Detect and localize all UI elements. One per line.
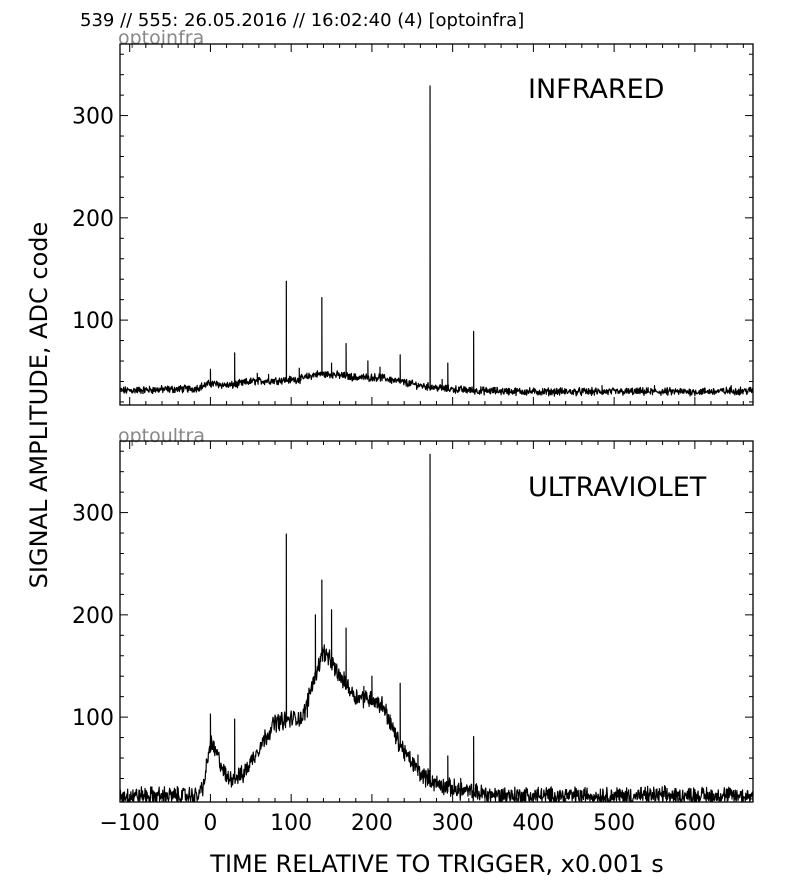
x-axis-title: TIME RELATIVE TO TRIGGER, x0.001 s [209,850,663,878]
x-tick-label: −100 [99,811,159,836]
figure-title: 539 // 555: 26.05.2016 // 16:02:40 (4) [… [80,10,524,31]
infrared-ticks [120,44,753,405]
infrared-y-tick-label: 200 [72,207,114,232]
infrared-y-tick-label: 300 [72,105,114,130]
x-tick-label: 200 [351,811,393,836]
ultraviolet-y-tick-label: 200 [72,604,114,629]
x-tick-label: 500 [593,811,635,836]
x-tick-label: 0 [203,811,217,836]
ultraviolet-y-tick-labels: 100 200 300 [72,502,114,732]
x-tick-labels: −100 0 100 200 300 400 500 600 [99,811,715,836]
x-tick-label: 300 [432,811,474,836]
x-tick-label: 100 [270,811,312,836]
ultraviolet-y-tick-label: 100 [72,706,114,731]
infrared-channel-label: optoinfra [118,27,204,49]
infrared-y-tick-labels: 100 200 300 [72,105,114,335]
infrared-panel-label: INFRARED [528,74,664,105]
infrared-signal-trace [119,85,754,397]
x-tick-label: 400 [512,811,554,836]
y-axis-title: SIGNAL AMPLITUDE, ADC code [25,222,53,589]
ultraviolet-signal-trace [119,453,754,802]
ultraviolet-panel-label: ULTRAVIOLET [528,472,707,503]
x-tick-label: 600 [674,811,716,836]
infrared-y-tick-label: 100 [72,309,114,334]
infrared-panel: optoinfra 100 200 300 INFRARED [72,27,754,406]
ultraviolet-y-tick-label: 300 [72,502,114,527]
